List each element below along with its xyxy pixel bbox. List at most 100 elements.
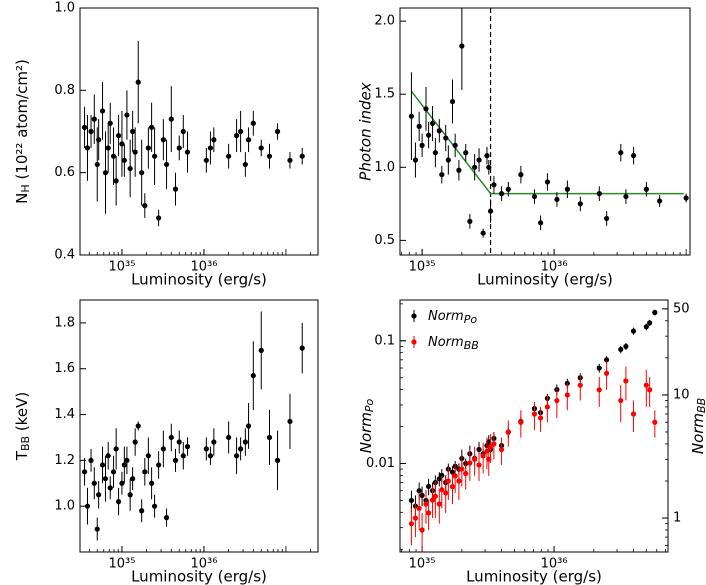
x-tick-label: 10³⁵ bbox=[409, 557, 436, 572]
data-point bbox=[531, 193, 538, 200]
data-point bbox=[498, 191, 505, 197]
y-tick-label: 0.5 bbox=[374, 233, 395, 248]
data-point bbox=[630, 328, 637, 334]
data-point bbox=[480, 453, 486, 459]
data-point bbox=[604, 215, 610, 222]
y-axis-label-sub: H bbox=[19, 184, 32, 192]
data-point bbox=[449, 484, 456, 490]
data-point bbox=[287, 157, 293, 163]
data-point bbox=[484, 153, 490, 159]
data-point bbox=[544, 404, 550, 410]
y-tick-label: 1.8 bbox=[54, 315, 75, 330]
y-axis-label: TBB (keV) bbox=[13, 392, 33, 461]
data-point bbox=[110, 153, 117, 159]
data-point bbox=[436, 501, 442, 507]
legend-marker bbox=[411, 313, 417, 319]
data-point bbox=[443, 490, 449, 496]
data-point bbox=[630, 411, 637, 417]
data-point bbox=[238, 446, 244, 452]
x-tick-label: 10³⁶ bbox=[541, 260, 568, 275]
plot-frame bbox=[399, 7, 691, 256]
data-point bbox=[168, 434, 174, 441]
data-point bbox=[142, 469, 148, 475]
data-point bbox=[110, 469, 117, 475]
y-tick-label: 0.1 bbox=[374, 333, 395, 348]
data-point bbox=[81, 124, 88, 130]
data-point bbox=[491, 441, 497, 447]
y-tick-label: 1.5 bbox=[374, 87, 395, 102]
data-point bbox=[577, 382, 583, 388]
x-tick-label: 10³⁶ bbox=[190, 260, 217, 275]
data-point bbox=[245, 423, 252, 429]
y-tick-label: 0.4 bbox=[54, 248, 75, 263]
data-point bbox=[299, 153, 305, 159]
data-point bbox=[203, 157, 209, 163]
data-point bbox=[459, 43, 465, 49]
data-point bbox=[156, 215, 162, 221]
y-axis-label-main: Norm bbox=[357, 412, 375, 453]
y-tick-label: 1.2 bbox=[54, 453, 75, 468]
data-point bbox=[299, 345, 305, 351]
y-tick-label: 0.6 bbox=[54, 165, 75, 180]
data-point bbox=[456, 478, 462, 484]
data-point bbox=[226, 153, 232, 159]
data-point bbox=[121, 462, 127, 468]
data-point bbox=[168, 116, 174, 122]
data-point bbox=[452, 142, 458, 148]
data-point bbox=[480, 230, 486, 236]
legend-marker bbox=[411, 339, 417, 345]
data-point bbox=[452, 473, 458, 479]
y2-tick-label: 10 bbox=[673, 387, 690, 402]
data-point bbox=[266, 434, 273, 441]
data-point bbox=[416, 488, 422, 494]
data-point bbox=[107, 120, 113, 126]
data-point bbox=[124, 112, 130, 118]
legend-label-sub: Po bbox=[464, 313, 478, 326]
y-axis-label-suffix: (10²² atom/cm²) bbox=[13, 59, 31, 184]
data-point bbox=[429, 120, 436, 127]
data-point bbox=[432, 493, 438, 499]
data-point bbox=[115, 133, 122, 139]
data-point bbox=[151, 503, 158, 509]
data-point bbox=[657, 198, 663, 204]
data-point bbox=[443, 135, 449, 141]
data-point bbox=[94, 161, 100, 168]
x-axis-label: Luminosity (erg/s) bbox=[477, 271, 613, 289]
y2-tick-label: 50 bbox=[673, 301, 690, 316]
data-point bbox=[176, 439, 182, 445]
x-tick-label: 10³⁵ bbox=[108, 557, 135, 572]
data-point bbox=[439, 172, 445, 178]
data-point bbox=[132, 439, 138, 445]
plot-area bbox=[81, 40, 305, 227]
data-point bbox=[127, 165, 133, 172]
y-axis-label: NormPo bbox=[357, 398, 377, 453]
data-point bbox=[643, 382, 649, 388]
y-axis-label-suffix: (keV) bbox=[13, 392, 31, 436]
data-point bbox=[643, 324, 649, 330]
x-axis-label: Luminosity (erg/s) bbox=[131, 271, 267, 289]
data-point bbox=[96, 492, 102, 498]
data-point bbox=[84, 503, 91, 509]
data-point bbox=[472, 456, 478, 462]
data-point bbox=[145, 145, 151, 151]
data-point bbox=[107, 485, 113, 491]
data-point bbox=[127, 492, 133, 498]
data-point bbox=[476, 462, 482, 468]
data-point bbox=[151, 153, 158, 159]
data-point bbox=[96, 137, 102, 143]
data-point bbox=[132, 149, 138, 155]
data-point bbox=[207, 145, 214, 151]
data-point bbox=[618, 397, 624, 404]
data-point bbox=[432, 150, 438, 156]
data-point bbox=[94, 526, 100, 532]
data-point bbox=[577, 201, 583, 207]
data-point bbox=[537, 415, 544, 421]
data-point bbox=[245, 137, 252, 143]
data-point bbox=[102, 170, 109, 176]
data-point bbox=[145, 453, 151, 459]
plot-area bbox=[81, 311, 305, 541]
data-point bbox=[596, 365, 602, 371]
data-point bbox=[505, 186, 511, 192]
y-tick-label: 1.6 bbox=[54, 361, 75, 376]
